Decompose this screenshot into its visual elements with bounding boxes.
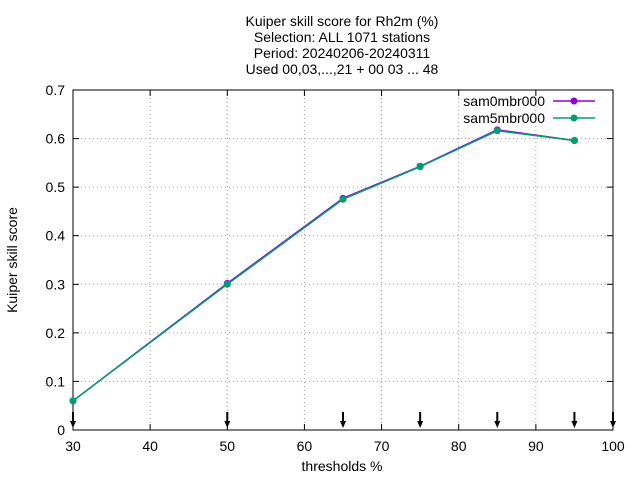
x-tick-label: 90 [528,438,544,454]
data-point [69,397,77,405]
chart-title: Kuiper skill score for Rh2m (%) Selectio… [246,13,439,77]
title-line-4: Used 00,03,...,21 + 00 03 ... 48 [246,61,439,77]
grid [73,90,613,430]
title-line-2: Selection: ALL 1071 stations [254,29,430,45]
y-tick-label: 0.5 [46,179,66,195]
threshold-marker [417,412,424,428]
y-tick-label: 0.2 [46,325,66,341]
threshold-marker [494,412,501,428]
y-tick-label: 0 [57,422,65,438]
data-point [339,195,347,203]
y-tick-label: 0.3 [46,276,66,292]
title-line-3: Period: 20240206-20240311 [254,45,431,61]
x-axis-label: thresholds % [302,458,383,474]
x-tick-label: 70 [374,438,390,454]
threshold-marker-head [571,421,578,428]
threshold-marker-head [417,421,424,428]
x-tick-label: 50 [219,438,235,454]
axis-ticks [72,89,614,431]
threshold-markers [70,412,616,428]
y-tick-labels: 0 0.1 0.2 0.3 0.4 0.5 0.6 0.7 [46,82,66,438]
x-tick-label: 60 [297,438,313,454]
series [69,126,578,405]
data-point [493,127,501,135]
y-tick-label: 0.1 [46,373,66,389]
legend-label: sam0mbr000 [463,93,545,109]
series-sam0mbr000 [69,126,578,405]
x-tick-label: 100 [601,438,625,454]
threshold-marker [571,412,578,428]
series-line [72,130,575,402]
series-sam5mbr000 [69,127,578,405]
y-tick-label: 0.4 [46,228,66,244]
x-tick-label: 80 [451,438,467,454]
threshold-marker [610,412,616,428]
legend-marker [570,114,578,122]
series-line [72,129,575,402]
threshold-marker-head [494,421,501,428]
threshold-marker-head [70,421,76,428]
threshold-marker-head [224,421,231,428]
x-tick-label: 40 [142,438,158,454]
plot-border [72,89,614,431]
threshold-marker [224,412,231,428]
data-point [223,280,231,288]
threshold-marker-head [340,421,346,428]
threshold-marker-head [610,421,616,428]
y-axis-label: Kuiper skill score [4,207,20,313]
y-tick-label: 0.7 [46,82,66,98]
legend-label: sam5mbr000 [463,110,545,126]
x-tick-labels: 30 40 50 60 70 80 90 100 [65,438,625,454]
data-point [416,163,424,171]
title-line-1: Kuiper skill score for Rh2m (%) [246,13,439,29]
threshold-marker [70,412,76,428]
x-tick-label: 30 [65,438,81,454]
data-point [570,137,578,145]
threshold-marker [340,412,346,428]
legend-marker [570,97,578,105]
y-tick-label: 0.6 [46,131,66,147]
